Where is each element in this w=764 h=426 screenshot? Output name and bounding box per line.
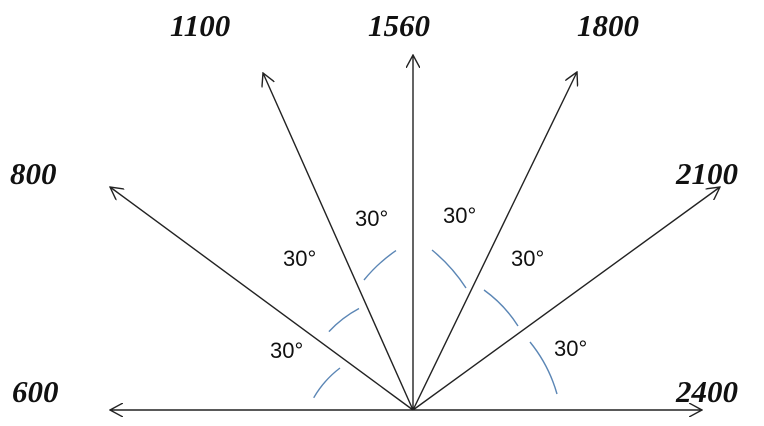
ray — [263, 73, 414, 411]
angle-label: 30° — [283, 246, 316, 271]
angle-label: 30° — [355, 206, 388, 231]
ray-label: 2400 — [675, 374, 738, 409]
arcs — [313, 249, 558, 399]
rays — [110, 55, 720, 410]
angle-labels: 30° 30° 30° 30° 30° 30° — [270, 203, 587, 363]
angle-arc — [483, 289, 519, 327]
ray-labels: 600 800 1100 1560 1800 2100 2400 — [10, 8, 738, 409]
angle-arc — [363, 250, 397, 281]
ray-label: 800 — [10, 156, 57, 191]
angle-label: 30° — [554, 336, 587, 361]
angle-arc — [431, 249, 467, 289]
ray — [110, 187, 414, 411]
ray-label: 2100 — [675, 156, 738, 191]
ray-label: 1100 — [170, 8, 230, 43]
angle-label: 30° — [511, 246, 544, 271]
ray — [412, 187, 720, 411]
angle-arc — [328, 307, 360, 333]
angle-label: 30° — [270, 338, 303, 363]
angle-label: 30° — [443, 203, 476, 228]
ray-label: 1560 — [368, 8, 430, 43]
angle-arc — [529, 341, 558, 395]
ray-label: 600 — [12, 374, 59, 409]
angle-arc — [313, 367, 341, 399]
ray-label: 1800 — [577, 8, 639, 43]
ray — [412, 72, 577, 411]
